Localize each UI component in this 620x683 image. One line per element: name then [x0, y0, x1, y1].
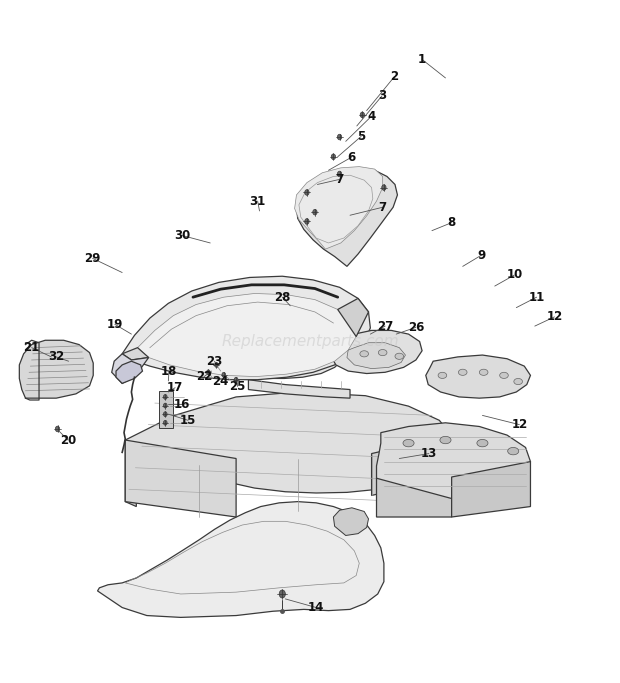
Polygon shape: [338, 298, 368, 337]
Ellipse shape: [360, 351, 368, 357]
Polygon shape: [122, 276, 370, 380]
Text: 26: 26: [408, 321, 424, 334]
Text: 32: 32: [48, 350, 64, 363]
Text: 6: 6: [347, 151, 355, 164]
Polygon shape: [125, 440, 236, 517]
Ellipse shape: [514, 378, 523, 385]
Text: 13: 13: [421, 447, 437, 460]
Ellipse shape: [479, 370, 488, 376]
Text: 15: 15: [180, 414, 197, 427]
Text: 10: 10: [507, 268, 523, 281]
Polygon shape: [138, 294, 356, 376]
Text: 17: 17: [167, 381, 184, 394]
Ellipse shape: [261, 332, 270, 339]
Ellipse shape: [508, 447, 519, 455]
Ellipse shape: [458, 370, 467, 376]
Ellipse shape: [403, 439, 414, 447]
Text: 24: 24: [213, 375, 229, 388]
Text: 25: 25: [229, 380, 246, 393]
Text: 5: 5: [357, 130, 365, 143]
Text: 9: 9: [477, 249, 485, 262]
Polygon shape: [426, 355, 531, 398]
Text: Replacementparts.com: Replacementparts.com: [221, 334, 399, 349]
Polygon shape: [116, 361, 143, 383]
Ellipse shape: [360, 112, 365, 117]
Text: 14: 14: [308, 601, 324, 614]
Polygon shape: [19, 340, 93, 398]
Ellipse shape: [440, 436, 451, 444]
Text: 19: 19: [107, 318, 123, 331]
Text: 4: 4: [368, 109, 376, 123]
Ellipse shape: [206, 370, 210, 375]
Text: 3: 3: [378, 89, 386, 102]
Polygon shape: [125, 392, 451, 493]
Ellipse shape: [215, 363, 218, 367]
Polygon shape: [249, 380, 350, 398]
Ellipse shape: [164, 412, 167, 417]
Polygon shape: [451, 462, 531, 517]
Ellipse shape: [312, 210, 317, 215]
Ellipse shape: [164, 395, 167, 400]
Ellipse shape: [500, 372, 508, 378]
Polygon shape: [97, 501, 384, 617]
Ellipse shape: [331, 154, 335, 160]
Text: 30: 30: [174, 229, 190, 242]
Polygon shape: [294, 167, 383, 249]
Ellipse shape: [378, 350, 387, 356]
Polygon shape: [334, 507, 368, 535]
Text: 12: 12: [546, 310, 562, 323]
Text: 7: 7: [335, 173, 343, 186]
Text: 18: 18: [161, 365, 177, 378]
Polygon shape: [376, 478, 451, 517]
Ellipse shape: [304, 350, 314, 357]
Polygon shape: [125, 440, 136, 507]
Text: 27: 27: [377, 320, 393, 333]
Ellipse shape: [279, 590, 285, 598]
Text: 12: 12: [512, 418, 528, 431]
Ellipse shape: [55, 426, 60, 432]
Text: 16: 16: [174, 398, 190, 410]
Ellipse shape: [382, 184, 386, 191]
Ellipse shape: [280, 347, 290, 354]
Polygon shape: [112, 354, 149, 383]
Polygon shape: [159, 391, 173, 428]
Text: 31: 31: [249, 195, 266, 208]
Text: 29: 29: [84, 252, 101, 265]
Ellipse shape: [305, 190, 309, 195]
Polygon shape: [218, 312, 347, 378]
Ellipse shape: [337, 171, 342, 177]
Text: 1: 1: [418, 53, 426, 66]
Ellipse shape: [234, 377, 238, 382]
Ellipse shape: [477, 439, 488, 447]
Polygon shape: [376, 423, 531, 501]
Text: 22: 22: [196, 370, 212, 383]
Text: 20: 20: [60, 434, 76, 447]
Polygon shape: [371, 435, 451, 495]
Ellipse shape: [164, 403, 167, 408]
Text: 7: 7: [379, 201, 387, 214]
Text: 11: 11: [528, 291, 545, 304]
Polygon shape: [296, 168, 397, 266]
Ellipse shape: [256, 345, 265, 352]
Text: 21: 21: [24, 341, 40, 354]
Ellipse shape: [164, 421, 167, 426]
Ellipse shape: [337, 135, 342, 140]
Text: 23: 23: [206, 354, 223, 367]
Text: 2: 2: [391, 70, 399, 83]
Ellipse shape: [222, 372, 226, 377]
Polygon shape: [122, 348, 149, 360]
Ellipse shape: [305, 219, 309, 224]
Polygon shape: [347, 343, 405, 369]
Polygon shape: [331, 331, 422, 374]
Ellipse shape: [438, 372, 447, 378]
Text: 8: 8: [448, 216, 456, 229]
Ellipse shape: [283, 332, 293, 339]
Ellipse shape: [395, 353, 404, 359]
Text: 28: 28: [274, 291, 291, 304]
